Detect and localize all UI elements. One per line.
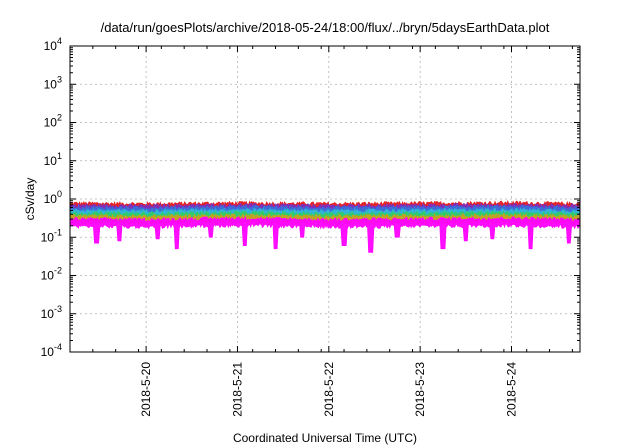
x-tick-label: 2018-5-22: [322, 362, 336, 417]
x-tick-label: 2018-5-23: [413, 362, 427, 417]
grid: [70, 46, 580, 352]
y-tick-exponent: 3: [57, 74, 62, 84]
y-tick-label: 101: [44, 151, 62, 168]
y-tick-exponent: -2: [54, 266, 62, 276]
y-tick-base: 10: [41, 230, 55, 244]
y-tick-base: 10: [44, 77, 58, 91]
y-tick-label: 103: [44, 74, 62, 91]
y-tick-label: 104: [44, 36, 62, 53]
y-axis-label: cSv/day: [23, 178, 37, 221]
y-tick-base: 10: [44, 39, 58, 53]
y-tick-exponent: -3: [54, 304, 62, 314]
y-tick-base: 10: [44, 116, 58, 130]
series-layer: [69, 200, 581, 253]
y-tick-label: 10-4: [41, 342, 62, 359]
y-tick-label: 10-1: [41, 227, 62, 244]
y-tick-exponent: 1: [57, 151, 62, 161]
y-tick-base: 10: [41, 269, 55, 283]
y-tick-base: 10: [44, 154, 58, 168]
y-tick-label: 100: [44, 189, 62, 206]
y-tick-exponent: 4: [57, 36, 62, 46]
y-tick-label: 102: [44, 113, 62, 130]
y-tick-base: 10: [41, 307, 55, 321]
y-tick-label: 10-2: [41, 266, 62, 283]
y-tick-base: 10: [41, 345, 55, 359]
x-axis: 2018-5-20 2018-5-21 2018-5-22 2018-5-23 2018…: [69, 46, 573, 417]
x-axis-label: Coordinated Universal Time (UTC): [233, 431, 417, 445]
y-tick-exponent: -1: [54, 227, 62, 237]
x-tick-label: 2018-5-20: [139, 362, 153, 417]
y-tick-exponent: 2: [57, 113, 62, 123]
y-tick-base: 10: [44, 192, 58, 206]
x-tick-label: 2018-5-21: [230, 362, 244, 417]
x-tick-label: 2018-5-24: [504, 362, 518, 417]
y-tick-label: 10-3: [41, 304, 62, 321]
chart-title: /data/run/goesPlots/archive/2018-05-24/1…: [101, 20, 550, 35]
y-tick-exponent: 0: [57, 189, 62, 199]
y-tick-exponent: -4: [54, 342, 62, 352]
